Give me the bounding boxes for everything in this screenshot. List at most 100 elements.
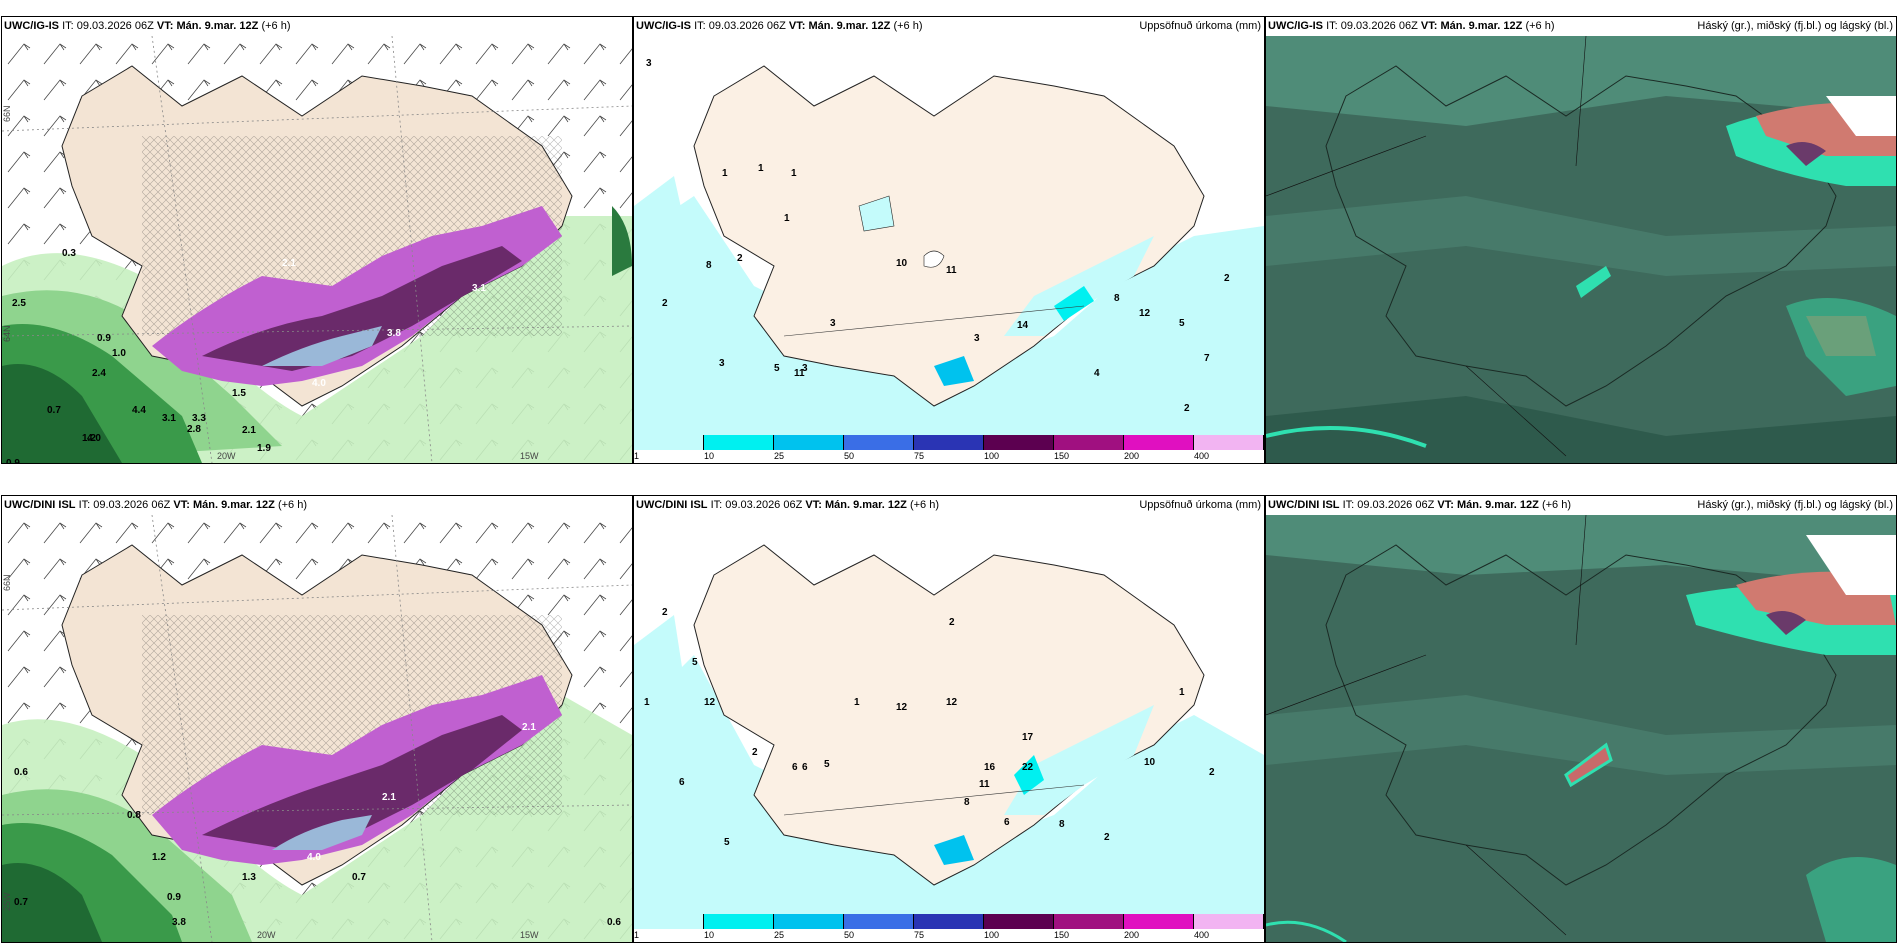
precip-value: 0.9 [6,458,20,463]
accum-value: 2 [662,298,668,309]
vt-label: VT: [1437,499,1454,511]
lead-time: (+6 h) [1541,499,1571,511]
accum-value: 2 [1224,273,1230,284]
precip-value: 0.3 [62,248,76,259]
colorbar-swatch [984,914,1054,929]
colorbar-swatch [774,435,844,450]
vt-value: Mán. 9.mar. 12Z [1440,20,1523,32]
accum-value: 12 [704,697,716,708]
lead-time: (+6 h) [893,20,923,32]
accum-value: 3 [830,318,836,329]
colorbar-label: 400 [1194,451,1210,461]
colorbar-swatch [1124,914,1194,929]
accum-value: 10 [1144,757,1156,768]
snow-value: 4.0 [312,378,326,389]
precip-value: 0.7 [14,897,28,908]
colorbar-swatch [914,435,984,450]
colorbar-label: 150 [1054,451,1070,461]
accum-value: 11 [979,779,990,790]
colorbar-label: 100 [984,930,1000,940]
accum-value: 5 [824,759,830,770]
precip-value: 1.3 [242,872,256,883]
it-value: 09.03.2026 06Z [93,499,171,511]
colorbar-swatch [1124,435,1194,450]
accum-value: 11 [794,368,805,379]
colorbar-swatch [634,435,704,450]
accum-value: 12 [1139,308,1151,319]
lat-label: 66N [2,105,12,122]
snow-value: 2.1 [382,792,396,803]
accum-value: 2 [662,607,668,618]
vt-label: VT: [788,20,806,32]
it-value: 09.03.2026 06Z [725,499,803,511]
accum-value: 3 [802,363,808,374]
lon-label: 15W [520,930,539,940]
accum-value: 17 [1022,732,1034,743]
accum-value: 3 [974,333,980,344]
product-title: Uppsöfnuð úrkoma (mm) [1139,499,1261,511]
model-name: UWC/DINI ISL [636,499,708,511]
precip-value: 3.8 [172,917,186,928]
colorbar-label: 25 [774,930,785,940]
snow-value: 4.0 [307,852,321,863]
vt-label: VT: [805,499,822,511]
accum-value: 12 [896,702,908,713]
precip-value: 0.9 [167,892,181,903]
it-label: IT: [1326,20,1338,32]
precip-value: 2.5 [12,298,26,309]
lead-time: (+6 h) [909,499,939,511]
it-value: 09.03.2026 06Z [76,20,154,32]
colorbar-label: 50 [844,451,855,461]
panel-cloud-dini: UWC/DINI ISL IT: 09.03.2026 06Z VT: Mán.… [1265,495,1897,943]
wind-precip-map: 66N 25W 20W 15W 0.6 0.8 1.2 0.7 0.9 1.3 … [2,515,632,942]
panel-header: UWC/IG-IS IT: 09.03.2026 06Z VT: Mán. 9.… [2,17,632,36]
colorbar-swatch [634,914,704,929]
lon-label: 20W [217,451,236,461]
vt-label: VT: [173,499,190,511]
it-label: IT: [62,20,74,32]
model-name: UWC/DINI ISL [4,499,76,511]
colorbar-label: 10 [704,451,715,461]
colorbar-swatch [1194,914,1264,929]
colorbar-label: 25 [774,451,785,461]
accum-value: 3 [646,58,652,69]
precip-value: 1.9 [257,443,271,454]
accum-value: 5 [692,657,698,668]
precip-value: 4.4 [132,405,146,416]
colorbar-swatch [774,914,844,929]
accum-value: 4 [1094,368,1100,379]
accum-value: 2 [949,617,955,628]
it-value: 09.03.2026 06Z [708,20,786,32]
colorbar-label: 150 [1054,930,1070,940]
product-title: Háský (gr.), miðský (fj.bl.) og lágský (… [1697,499,1893,511]
colorbar-label: 75 [914,451,925,461]
accum-value: 6 [802,762,808,773]
accum-value: 12 [946,697,958,708]
precip-value: 0.7 [352,872,366,883]
colorbar-swatch [914,914,984,929]
accum-value: 1 [784,213,790,224]
vt-label: VT: [1420,20,1438,32]
panel-header: UWC/DINI ISL IT: 09.03.2026 06Z VT: Mán.… [634,496,1264,515]
panel-accum-precip-igis: UWC/IG-IS IT: 09.03.2026 06Z VT: Mán. 9.… [633,16,1265,464]
colorbar-swatch [1054,914,1124,929]
cloud-map [1266,515,1896,942]
accum-value: 2 [737,253,743,264]
it-value: 09.03.2026 06Z [1340,20,1418,32]
lon-label: 25W [2,892,12,911]
accum-value: 14 [1017,320,1029,331]
snow-value: 3.1 [472,283,486,294]
it-label: IT: [710,499,723,511]
accum-value: 6 [679,777,685,788]
panel-cloud-igis: UWC/IG-IS IT: 09.03.2026 06Z VT: Mán. 9.… [1265,16,1897,464]
precip-value: 3.1 [162,413,176,424]
accum-value: 5 [774,363,780,374]
precip-value: 0.9 [97,333,111,344]
precip-value: 2.8 [187,424,201,435]
model-name: UWC/DINI ISL [1268,499,1340,511]
accum-value: 1 [644,697,650,708]
vt-value: Mán. 9.mar. 12Z [1456,499,1539,511]
lon-label: 20W [257,930,276,940]
colorbar-swatch [984,435,1054,450]
precip-value: 1.2 [82,433,96,444]
